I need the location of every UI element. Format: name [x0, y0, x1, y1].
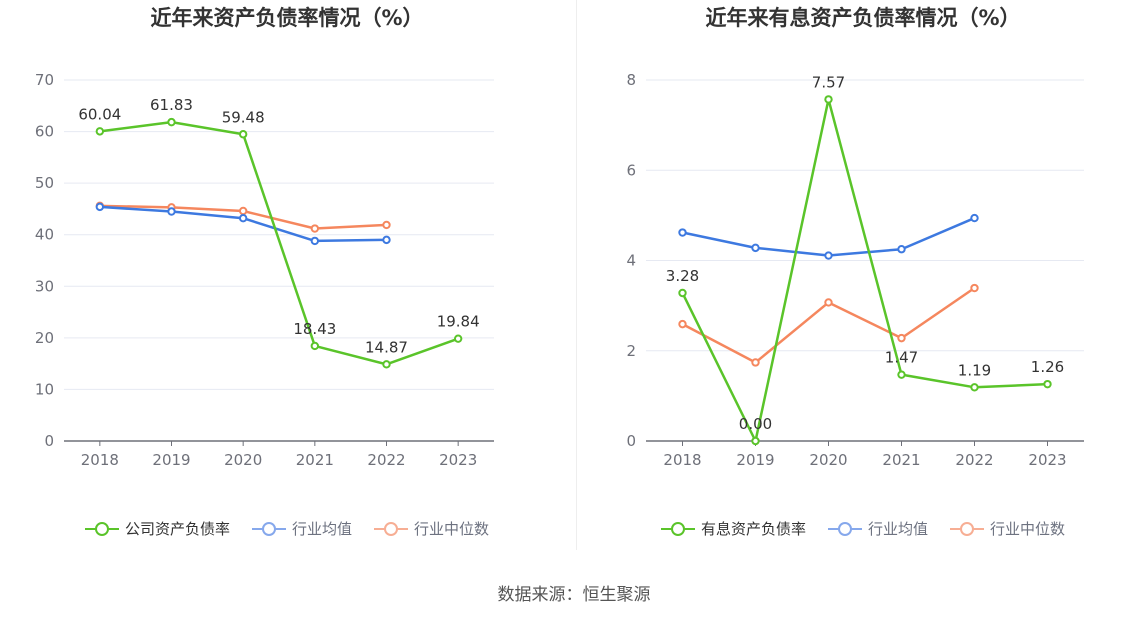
- data-point: [970, 383, 979, 392]
- chart-panel-interest-debt-ratio: 近年来有息资产负债率情况（%） 0 2 4 6 8 2018 2019 2020 2021 202…: [578, 0, 1148, 560]
- chart-title: 近年来资产负债率情况（%）: [150, 6, 424, 30]
- legend-item-industry-avg[interactable]: 行业均值: [251, 518, 352, 539]
- legend-line-icon: [827, 521, 862, 537]
- data-point: [95, 202, 105, 212]
- y-tick-label: 20: [35, 329, 54, 347]
- legend-line-icon: [84, 521, 119, 537]
- data-label: 14.87: [365, 338, 408, 356]
- chart-plot-interest-debt-ratio: 0 2 4 6 8 2018 2019 2020 2021 2022 2023 3.28 0.00 7.5…: [626, 71, 1084, 469]
- data-point: [897, 245, 906, 254]
- x-tick-label: 2019: [152, 451, 190, 469]
- data-point: [382, 235, 391, 245]
- data-label: 1.19: [958, 361, 991, 379]
- data-label: 7.57: [812, 73, 845, 91]
- y-tick-label: 6: [626, 161, 636, 179]
- data-label: 0.00: [739, 415, 772, 433]
- x-tick-label: 2021: [882, 451, 920, 469]
- data-label: 60.04: [78, 105, 121, 123]
- y-tick-label: 4: [626, 252, 636, 270]
- data-label: 1.47: [885, 349, 918, 367]
- legend-label: 行业中位数: [414, 520, 490, 538]
- data-point: [310, 236, 320, 246]
- legend-label: 行业均值: [867, 520, 928, 538]
- data-point: [678, 319, 687, 329]
- data-label: 3.28: [666, 267, 699, 285]
- legend-item-industry-avg[interactable]: 行业均值: [827, 518, 928, 539]
- legend-label: 行业均值: [291, 520, 352, 538]
- x-tick-label: 2018: [663, 451, 701, 469]
- chart-legend: 有息资产负债率 行业均值 行业中位数: [578, 518, 1148, 539]
- data-point: [167, 207, 176, 216]
- data-point: [238, 130, 248, 139]
- data-point: [970, 283, 979, 293]
- x-tick-label: 2022: [955, 451, 993, 469]
- x-tick-label: 2018: [81, 451, 119, 469]
- data-point: [678, 228, 687, 237]
- data-label: 61.83: [150, 96, 193, 114]
- y-tick-label: 2: [626, 342, 636, 360]
- legend-line-icon: [374, 521, 408, 537]
- legend-line-icon: [660, 521, 695, 537]
- legend-label: 公司资产负债率: [124, 520, 230, 538]
- data-point: [897, 333, 906, 343]
- y-tick-label: 70: [35, 71, 54, 89]
- chart-legend: 公司资产负债率 行业均值 行业中位数: [0, 518, 574, 539]
- y-tick-label: 60: [35, 123, 54, 141]
- legend-label: 有息资产负债率: [700, 520, 806, 538]
- x-tick-label: 2020: [224, 451, 262, 469]
- legend-item-industry-median[interactable]: 行业中位数: [950, 518, 1065, 539]
- data-point: [453, 334, 463, 343]
- data-point: [970, 213, 979, 223]
- y-tick-label: 30: [35, 277, 54, 295]
- legend-label: 行业中位数: [990, 520, 1066, 538]
- data-label: 18.43: [293, 320, 336, 338]
- series-line-industry_avg: [682, 216, 975, 257]
- y-tick-label: 50: [35, 174, 54, 192]
- series-line-company: [681, 98, 1048, 443]
- data-point: [751, 436, 760, 446]
- legend-item-company[interactable]: 公司资产负债率: [84, 518, 230, 539]
- x-tick-label: 2022: [367, 451, 405, 469]
- data-point: [238, 206, 248, 216]
- chart-panel-debt-ratio: 近年来资产负债率情况（%） 0 10 20 30 40 50 60 70 2018 2019 202…: [0, 0, 574, 560]
- data-point: [238, 214, 248, 223]
- legend-line-icon: [251, 521, 286, 537]
- y-tick-label: 10: [35, 380, 54, 398]
- x-tick-label: 2020: [809, 451, 847, 469]
- y-tick-label: 8: [626, 71, 636, 89]
- x-tick-label: 2019: [736, 451, 774, 469]
- data-point: [824, 251, 833, 260]
- data-point: [678, 288, 687, 298]
- data-label: 59.48: [222, 108, 265, 126]
- y-tick-label: 40: [35, 226, 54, 244]
- data-point: [167, 117, 176, 127]
- y-tick-label: 0: [44, 432, 54, 450]
- data-point: [1043, 379, 1052, 389]
- data-point: [310, 224, 320, 233]
- legend-item-industry-median[interactable]: 行业中位数: [374, 518, 489, 539]
- chart-plot-debt-ratio: 0 10 20 30 40 50 60 70 2018 2019 2020 2021 2022 2023 6…: [35, 71, 494, 469]
- data-point: [824, 95, 833, 104]
- panel-divider: [576, 0, 577, 550]
- y-tick-label: 0: [626, 432, 636, 450]
- x-tick-label: 2021: [296, 451, 334, 469]
- data-point: [382, 360, 391, 369]
- series-line-company: [99, 120, 459, 366]
- legend-line-icon: [950, 521, 984, 537]
- data-point: [382, 220, 391, 230]
- x-tick-label: 2023: [439, 451, 477, 469]
- data-label: 1.26: [1031, 358, 1064, 376]
- data-label: 19.84: [437, 313, 480, 331]
- data-point: [95, 127, 105, 136]
- x-tick-label: 2023: [1028, 451, 1066, 469]
- data-point: [897, 370, 906, 379]
- data-point: [310, 341, 320, 351]
- legend-item-company[interactable]: 有息资产负债率: [660, 518, 806, 539]
- data-point: [751, 358, 760, 367]
- data-point: [751, 243, 760, 253]
- data-source-caption: 数据来源：恒生聚源: [497, 585, 651, 605]
- data-point: [824, 298, 833, 307]
- chart-title: 近年来有息资产负债率情况（%）: [705, 6, 1021, 30]
